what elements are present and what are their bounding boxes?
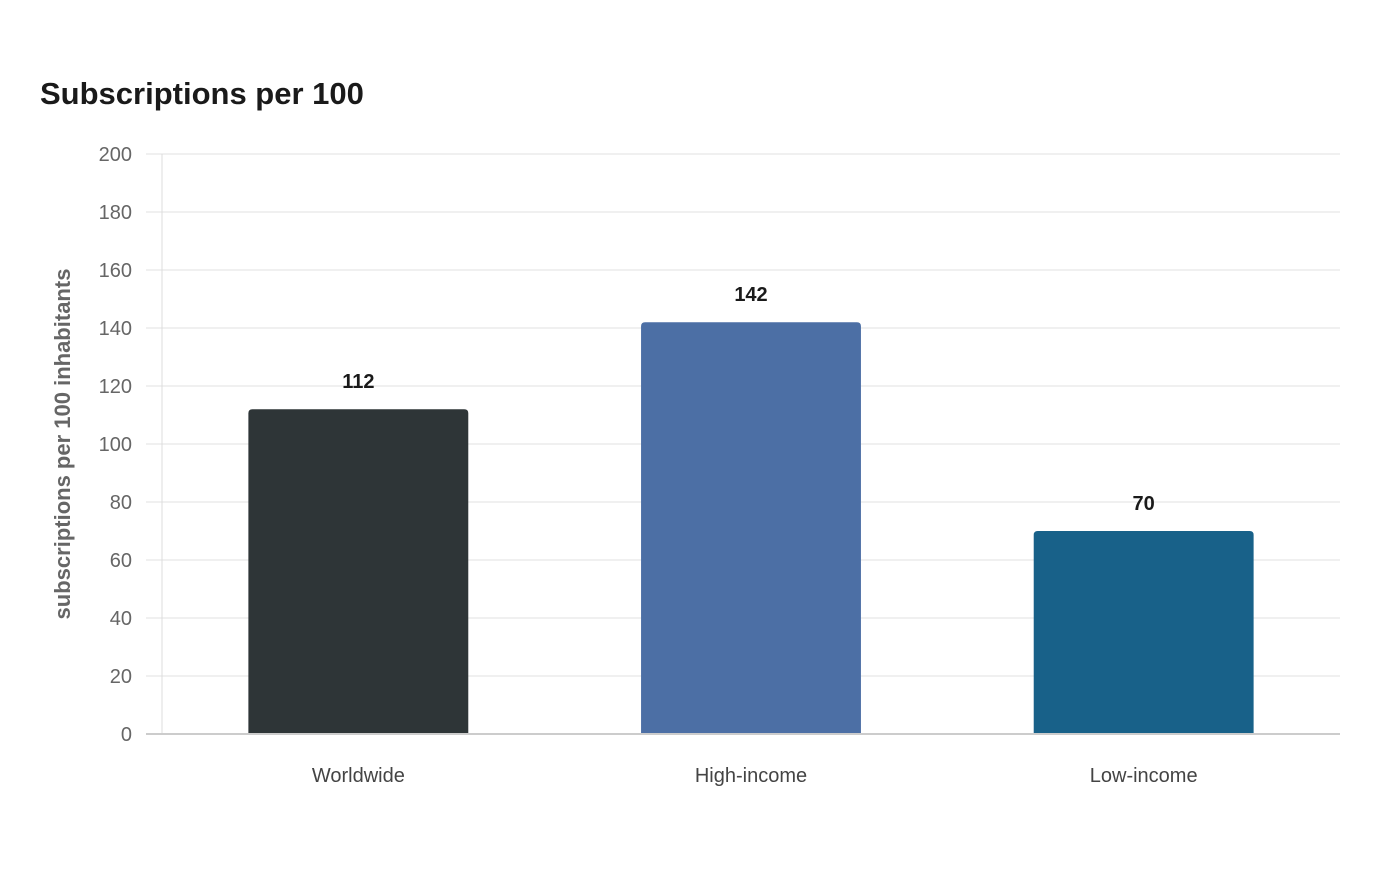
bar-high-income (641, 322, 861, 734)
y-axis-ticks: 0 20 40 60 80 100 120 140 160 180 200 (99, 144, 132, 746)
x-tick-label: Worldwide (312, 765, 405, 787)
x-tick-label: High-income (695, 765, 807, 787)
y-tick-label: 180 (99, 202, 132, 224)
y-tick-label: 0 (121, 724, 132, 746)
y-tick-label: 40 (110, 608, 132, 630)
x-tick-label: Low-income (1090, 765, 1198, 787)
y-tick-label: 60 (110, 550, 132, 572)
y-tick-label: 200 (99, 144, 132, 166)
bars (248, 322, 1254, 734)
y-axis-title: subscriptions per 100 inhabitants (50, 269, 75, 620)
value-label: 142 (734, 284, 767, 306)
y-tick-label: 120 (99, 376, 132, 398)
y-tick-label: 140 (99, 318, 132, 340)
value-label: 70 (1133, 493, 1155, 515)
y-tick-label: 160 (99, 260, 132, 282)
bar-worldwide (248, 409, 469, 734)
bar-low-income (1033, 531, 1254, 734)
y-tick-label: 80 (110, 492, 132, 514)
value-label: 112 (342, 371, 374, 393)
value-labels: 112 142 70 (342, 284, 1155, 515)
chart-title: Subscriptions per 100 (40, 76, 364, 111)
y-tick-label: 100 (99, 434, 132, 456)
x-axis-labels: Worldwide High-income Low-income (312, 765, 1198, 787)
y-tick-label: 20 (110, 666, 132, 688)
